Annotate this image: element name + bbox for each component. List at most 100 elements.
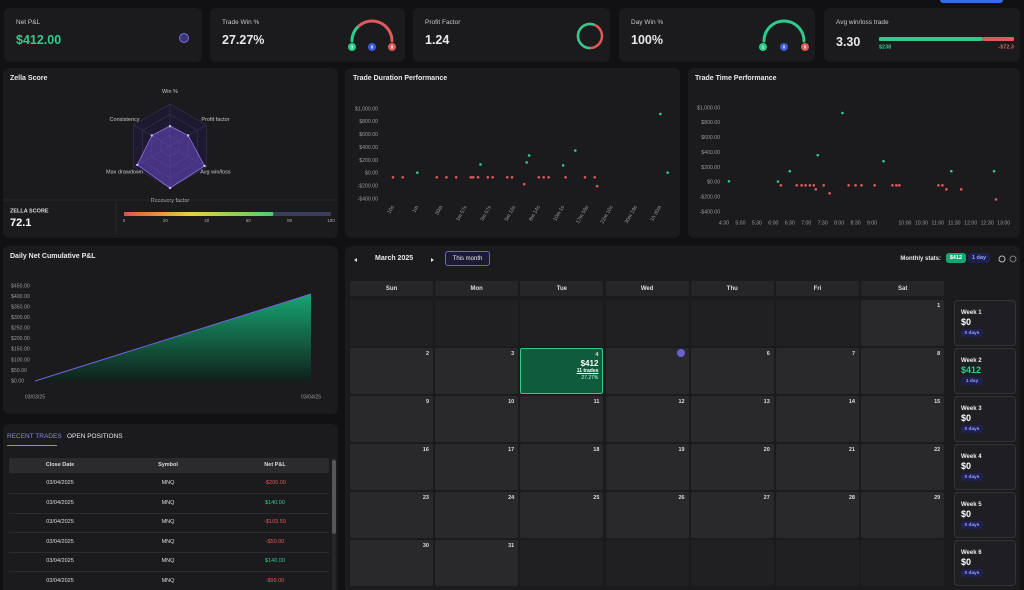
day-number: 16 <box>422 447 429 453</box>
day-cell: 24 <box>435 492 519 538</box>
point <box>510 175 514 179</box>
radar-axis-label: Max drawdown <box>106 170 143 176</box>
point <box>891 184 894 187</box>
day-number: 4 <box>595 352 599 358</box>
radar-point <box>150 134 154 137</box>
x-tick-label: 3m 57s <box>479 204 493 222</box>
day-cell: 23 <box>350 492 433 538</box>
prev-arrow[interactable] <box>354 258 357 262</box>
table-cell: $140.00 <box>265 558 285 565</box>
day-cell: 31 <box>435 540 519 586</box>
y-tick-label: -$200.00 <box>700 195 721 201</box>
x-tick-label: 7:00 <box>801 220 811 226</box>
score-tick: 100 <box>327 218 335 223</box>
settings-icon[interactable] <box>998 255 1006 263</box>
day-number: 8 <box>937 351 941 357</box>
canvas: 3 0 8 <box>348 19 396 51</box>
profit-factor-card: Profit Factor 1.24 <box>413 8 610 62</box>
x-tick-label: 1m <box>411 205 420 214</box>
tab[interactable]: OPEN POSITIONS <box>67 433 123 440</box>
point <box>491 175 494 179</box>
table-cell: 03/04/2025 <box>46 538 74 545</box>
table-cell: 03/04/2025 <box>46 480 74 486</box>
point <box>445 175 448 179</box>
score-tick: 60 <box>246 218 252 223</box>
x-tick-label: 1m 57s <box>455 204 469 222</box>
point <box>945 188 948 191</box>
x-tick-label: 17m 59s <box>575 204 590 225</box>
canvas: $1,000.00 $800.00 $600.00 $400.00 $200.00 $0.… <box>697 105 1010 226</box>
point <box>666 171 669 174</box>
x-tick-label: 30m <box>434 205 444 217</box>
day-number: 7 <box>851 351 855 357</box>
day-cell-traded: 4 $412 11 trades 27.27% <box>520 348 604 394</box>
this-month-button[interactable]: This month <box>445 251 490 266</box>
day-cell <box>776 540 859 586</box>
day-number: 18 <box>593 447 600 453</box>
point <box>547 175 550 179</box>
day-cell: 12 <box>605 396 689 442</box>
point <box>795 184 798 187</box>
day-cell: 22 <box>861 444 945 490</box>
stat-label: Profit Factor <box>425 19 461 26</box>
next-arrow[interactable] <box>431 258 434 262</box>
avg-win-loss-card: Avg win/loss trade 3.30 $238 -$72.3 <box>824 8 1020 62</box>
count-badge <box>368 43 376 51</box>
radar-axis-label: Profit factor <box>201 117 229 123</box>
column-header: Close Date <box>45 462 75 468</box>
note-icon <box>677 349 685 357</box>
monthly-days: 1 day <box>968 253 990 263</box>
week-label: Week 6 <box>961 550 982 556</box>
x-tick-label: 5:00 <box>735 220 745 226</box>
week-label: Week 2 <box>961 358 982 364</box>
table-cell: -$200.00 <box>264 480 286 486</box>
scroll-thumb[interactable] <box>332 460 336 534</box>
top-button[interactable] <box>940 0 1003 3</box>
week-box: Week 5 $0 0 days <box>954 492 1016 538</box>
point <box>776 180 780 183</box>
week-days: 0 days <box>961 569 983 577</box>
row-separator <box>9 493 329 494</box>
week-days: 0 days <box>961 473 983 481</box>
info-icon[interactable] <box>1009 255 1017 263</box>
day-number: 22 <box>934 447 941 453</box>
day-number: 12 <box>678 399 685 405</box>
week-box: Week 2 $412 1 day <box>954 348 1016 394</box>
y-tick-label: $200.00 <box>701 165 720 171</box>
table-cell: MNQ <box>161 538 175 545</box>
stat-value: 27.27% <box>222 33 265 47</box>
day-cell: 30 <box>350 540 433 586</box>
tab[interactable]: RECENT TRADES <box>7 433 62 440</box>
point <box>779 184 783 187</box>
day-number: 3 <box>511 351 515 357</box>
point <box>812 184 816 187</box>
win-label: $238 <box>879 44 891 50</box>
canvas: $238 -$72.3 <box>879 37 1014 50</box>
canvas: Win % Profit factor Avg win/loss Recovery f… <box>3 89 338 234</box>
day-number: 29 <box>934 495 941 501</box>
day-number: 10 <box>508 399 515 405</box>
point <box>895 184 898 187</box>
y-tick-label: $100.00 <box>11 357 30 363</box>
x-tick-label: 03/04/25 <box>301 394 321 400</box>
point <box>476 175 480 179</box>
weekday-header: Fri <box>776 281 859 296</box>
x-tick-label: 12:30 <box>981 220 994 226</box>
y-tick-label: -$400.00 <box>700 209 721 215</box>
table-header <box>9 458 329 473</box>
y-tick-label: $300.00 <box>11 315 30 321</box>
day-cell: 29 <box>861 492 945 538</box>
x-tick-label: 10s <box>387 204 397 215</box>
count-badge <box>780 43 788 51</box>
y-tick-label: $150.00 <box>11 347 30 353</box>
x-tick-label: 5m 10s <box>504 204 518 222</box>
calendar-card: March 2025 This month Monthly stats: $41… <box>345 246 1020 590</box>
loss-label: -$72.3 <box>998 44 1014 50</box>
y-tick-label: $600.00 <box>701 135 720 141</box>
point <box>479 163 482 166</box>
weekday-header: Sat <box>861 281 945 296</box>
time-card: Trade Time Performance $1,000.00 $800.00 $… <box>688 68 1020 238</box>
y-tick-label: $1,000.00 <box>697 105 720 111</box>
y-tick-label: $200.00 <box>359 158 378 164</box>
icon[interactable] <box>179 33 189 43</box>
